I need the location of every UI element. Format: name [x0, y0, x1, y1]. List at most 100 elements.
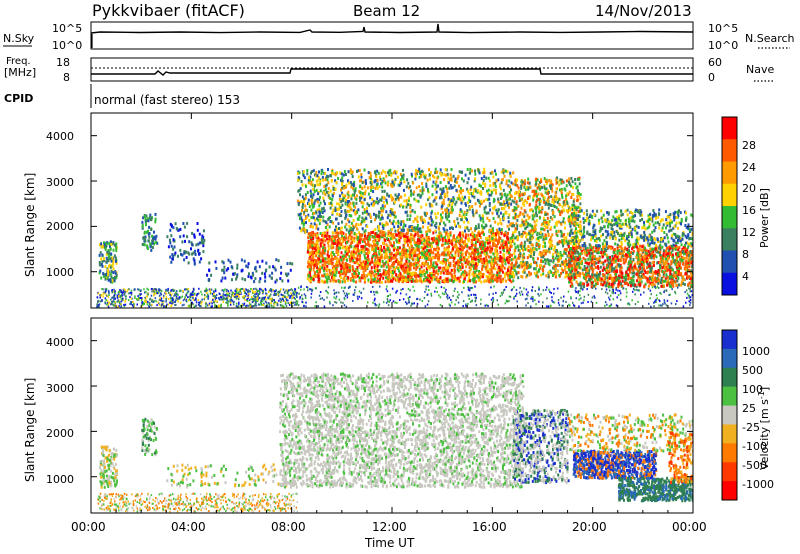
power-cell	[458, 193, 461, 197]
power-cell	[161, 303, 164, 306]
power-cell	[107, 295, 110, 298]
power-cell	[230, 265, 233, 269]
power-cell	[418, 251, 421, 255]
power-cell	[462, 234, 465, 238]
power-cell	[192, 297, 194, 299]
power-cell	[379, 229, 382, 233]
power-cell	[487, 176, 490, 180]
power-cell	[380, 255, 383, 259]
power-cell	[336, 243, 339, 247]
power-cell	[473, 276, 476, 280]
power-cell	[501, 207, 504, 211]
power-cell	[364, 189, 367, 193]
power-cell	[447, 208, 450, 212]
power-cell	[245, 264, 248, 268]
power-cell	[310, 192, 313, 196]
power-cell	[503, 202, 506, 206]
power-cell	[316, 174, 319, 178]
power-cell	[300, 180, 303, 183]
power-cell	[377, 271, 380, 275]
power-cell	[320, 172, 323, 176]
power-cell	[444, 242, 447, 245]
power-cell	[369, 215, 372, 219]
power-cell	[220, 303, 222, 306]
power-cell	[450, 268, 453, 272]
power-cell	[112, 303, 114, 306]
power-cell	[222, 294, 224, 297]
power-cell	[331, 203, 334, 207]
power-cell	[476, 248, 479, 252]
power-cell	[300, 200, 303, 203]
power-cell	[440, 252, 443, 256]
power-cell	[378, 269, 381, 272]
power-cell	[347, 179, 349, 183]
power-cell	[197, 242, 200, 246]
power-cell	[397, 261, 400, 265]
power-cell	[504, 262, 507, 266]
power-cell	[481, 250, 484, 254]
power-cell	[274, 280, 277, 284]
power-cell	[304, 230, 307, 234]
power-cell	[415, 277, 418, 281]
power-cell	[305, 208, 308, 212]
power-cell	[315, 274, 318, 277]
power-cell	[100, 294, 103, 296]
power-cell	[239, 304, 242, 307]
power-cell	[350, 245, 353, 249]
power-cell	[255, 292, 258, 295]
power-cell	[143, 243, 146, 247]
power-cell	[324, 202, 326, 206]
power-cell	[116, 296, 119, 299]
power-cell	[245, 305, 247, 308]
power-cell	[510, 266, 513, 270]
power-cell	[322, 191, 325, 195]
power-cell	[139, 294, 142, 297]
power-cell	[327, 247, 330, 251]
power-cell	[181, 304, 184, 307]
power-cell	[162, 300, 165, 303]
power-cell	[253, 299, 256, 302]
power-cell	[381, 189, 384, 193]
power-cell	[507, 216, 510, 219]
power-cell	[377, 224, 380, 228]
power-cell	[261, 303, 263, 306]
power-cell	[474, 169, 476, 173]
power-cell	[395, 238, 398, 242]
power-cell	[493, 205, 496, 209]
power-cell	[331, 250, 334, 254]
power-cell	[400, 181, 403, 185]
power-cell	[208, 302, 211, 305]
power-cell	[260, 300, 262, 303]
power-cell	[437, 184, 439, 188]
power-cell	[274, 292, 276, 295]
power-cell	[129, 296, 131, 299]
power-cell	[423, 239, 426, 242]
power-cell	[318, 280, 321, 284]
power-cell	[361, 205, 364, 209]
power-cell	[467, 220, 470, 224]
power-cell	[406, 279, 409, 283]
power-cell	[428, 173, 431, 177]
power-cell	[475, 280, 477, 284]
power-cell	[348, 250, 351, 253]
power-cell	[364, 268, 367, 272]
power-cell	[275, 292, 277, 295]
power-cell	[342, 239, 345, 243]
power-cell	[349, 171, 352, 175]
power-cell	[364, 232, 367, 236]
power-cell	[355, 269, 358, 273]
power-heatmap	[96, 167, 693, 308]
power-cell	[461, 238, 463, 242]
power-cell	[400, 260, 403, 264]
power-cell	[442, 279, 445, 282]
power-cell	[424, 173, 427, 177]
power-cell	[456, 276, 459, 280]
power-cell	[400, 195, 402, 199]
power-cell	[351, 228, 354, 232]
power-cell	[468, 246, 471, 250]
power-cell	[421, 234, 424, 238]
power-cell	[209, 288, 212, 291]
power-cell	[335, 240, 337, 244]
power-cell	[110, 252, 113, 256]
power-cell	[469, 206, 472, 210]
